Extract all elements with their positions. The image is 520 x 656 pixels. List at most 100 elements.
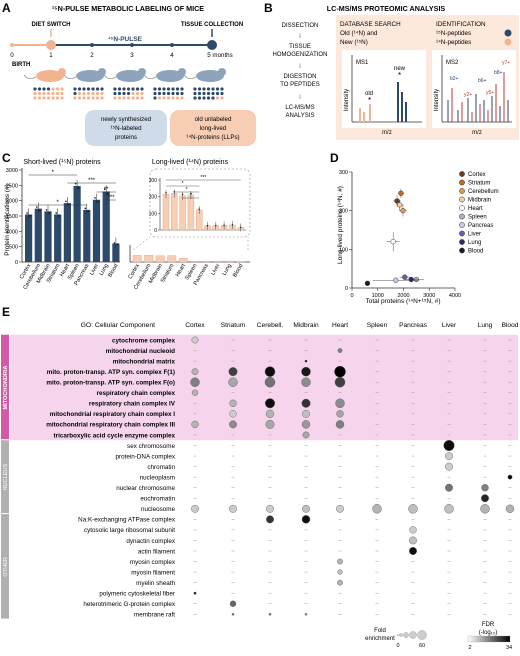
protein-dot xyxy=(167,92,170,95)
d-ytick-label: 100 xyxy=(339,247,348,253)
go-term-0: cytochrome complex xyxy=(112,337,175,344)
short-point xyxy=(97,201,99,203)
group-label-nucleus: NUCLEUS xyxy=(3,464,9,491)
ms1-plot xyxy=(342,50,426,128)
protein-dot xyxy=(211,96,214,99)
fold-legend-dot-1 xyxy=(397,634,399,636)
protein-dot xyxy=(198,87,201,90)
inset-ytick-label: 0 xyxy=(154,228,157,234)
old-box-line1: old unlabeled xyxy=(195,116,232,123)
protein-dot xyxy=(207,92,210,95)
protein-dot xyxy=(207,87,210,90)
short-bar-midbrain xyxy=(44,211,51,262)
fdr-tick-max: 34 xyxy=(506,645,512,651)
go-bubble xyxy=(508,475,512,479)
short-bar-cerebellum xyxy=(35,209,42,262)
panel-b-letter: B xyxy=(264,1,273,15)
protein-dot xyxy=(96,96,99,99)
d-point-heart xyxy=(391,239,396,244)
protein-dot xyxy=(56,96,59,99)
protein-dot xyxy=(211,92,214,95)
ms1-intensity-label: Intensity xyxy=(344,89,350,111)
inset-point xyxy=(182,194,183,195)
go-bubble xyxy=(336,399,345,408)
short-point xyxy=(46,209,48,211)
d-legend-label-striatum: Striatum xyxy=(468,181,490,187)
protein-dot xyxy=(73,96,76,99)
long-bar-pancreas xyxy=(202,261,211,262)
protein-dot xyxy=(113,87,116,90)
short-point xyxy=(65,201,67,203)
protein-dot xyxy=(87,96,90,99)
go-term-16: nucleosome xyxy=(141,506,175,513)
short-point xyxy=(55,212,57,214)
protein-dot xyxy=(33,87,36,90)
inset-point xyxy=(199,209,200,210)
protein-dot xyxy=(202,92,205,95)
d-point-liver xyxy=(402,275,407,280)
protein-dot xyxy=(78,87,81,90)
protein-dot xyxy=(158,96,161,99)
go-term-10: sex chromosome xyxy=(127,443,175,450)
panel-b-title: LC-MS/MS PROTEOMIC ANALYSIS xyxy=(327,4,446,13)
go-bubble xyxy=(192,390,198,396)
go-bubble xyxy=(266,410,274,418)
go-bubble xyxy=(266,516,273,523)
go-bubble xyxy=(445,504,454,513)
d-legend-label-pancreas: Pancreas xyxy=(468,223,493,229)
go-bubble xyxy=(302,410,309,417)
protein-dot xyxy=(162,87,165,90)
protein-dot xyxy=(82,96,85,99)
go-bubble xyxy=(265,367,275,377)
go-bubble xyxy=(265,399,275,409)
long-bar-spleen xyxy=(191,261,200,262)
go-term-8: mitochondrial respiratory chain complex … xyxy=(46,422,175,429)
protein-dot xyxy=(100,96,103,99)
short-point xyxy=(29,215,31,217)
short-bar-striatum xyxy=(54,214,61,262)
d-legend-marker-striatum xyxy=(459,180,464,185)
d-point-blood xyxy=(365,281,370,286)
go-term-12: chromatin xyxy=(147,464,175,471)
step-analysis: ANALYSIS xyxy=(286,113,315,119)
go-bubble xyxy=(444,440,455,451)
step-arrow-1: ⇩ xyxy=(297,33,302,40)
protein-dot xyxy=(140,87,143,90)
short-point xyxy=(58,215,60,217)
go-bubble xyxy=(191,378,200,387)
short-point xyxy=(114,242,116,244)
d-xtick-label: 4000 xyxy=(449,293,461,299)
short-bar-pancreas xyxy=(83,210,90,262)
protein-dot xyxy=(167,87,170,90)
protein-dot xyxy=(207,96,210,99)
go-bubble xyxy=(336,505,343,512)
panel-e-letter: E xyxy=(2,305,10,319)
mouse-head-0 xyxy=(58,68,66,76)
mouse-tail-1 xyxy=(64,75,76,79)
c-ytick-label: 1500 xyxy=(6,214,18,220)
protein-dot xyxy=(82,87,85,90)
go-bubble xyxy=(410,526,417,533)
go-term-21: myosin complex xyxy=(130,559,176,566)
protein-dot xyxy=(180,96,183,99)
old-box-line3: ¹⁴N-proteins (LLPs) xyxy=(186,134,239,141)
protein-dot xyxy=(42,87,45,90)
protein-dot xyxy=(78,96,81,99)
long-bar-liver xyxy=(214,261,223,262)
inset-sig-mark-0: * xyxy=(182,181,184,187)
protein-dot xyxy=(38,92,41,95)
protein-dot xyxy=(131,96,134,99)
d-ytick-label: 0 xyxy=(345,286,348,292)
protein-dot xyxy=(113,96,116,99)
protein-dot xyxy=(136,96,139,99)
d-point-pancreas xyxy=(393,278,398,283)
go-bubble xyxy=(302,515,310,523)
go-term-17: Na:K-exchanging ATPase complex xyxy=(78,517,176,524)
inset-point xyxy=(223,224,224,225)
protein-dot xyxy=(47,96,50,99)
long-bar-heart xyxy=(179,258,188,262)
timeline-dot-collection xyxy=(207,40,217,50)
long-bar-striatum xyxy=(168,256,177,262)
c-ytick-label: 3000 xyxy=(6,168,18,174)
inset-ytick-label: 100 xyxy=(149,211,158,217)
